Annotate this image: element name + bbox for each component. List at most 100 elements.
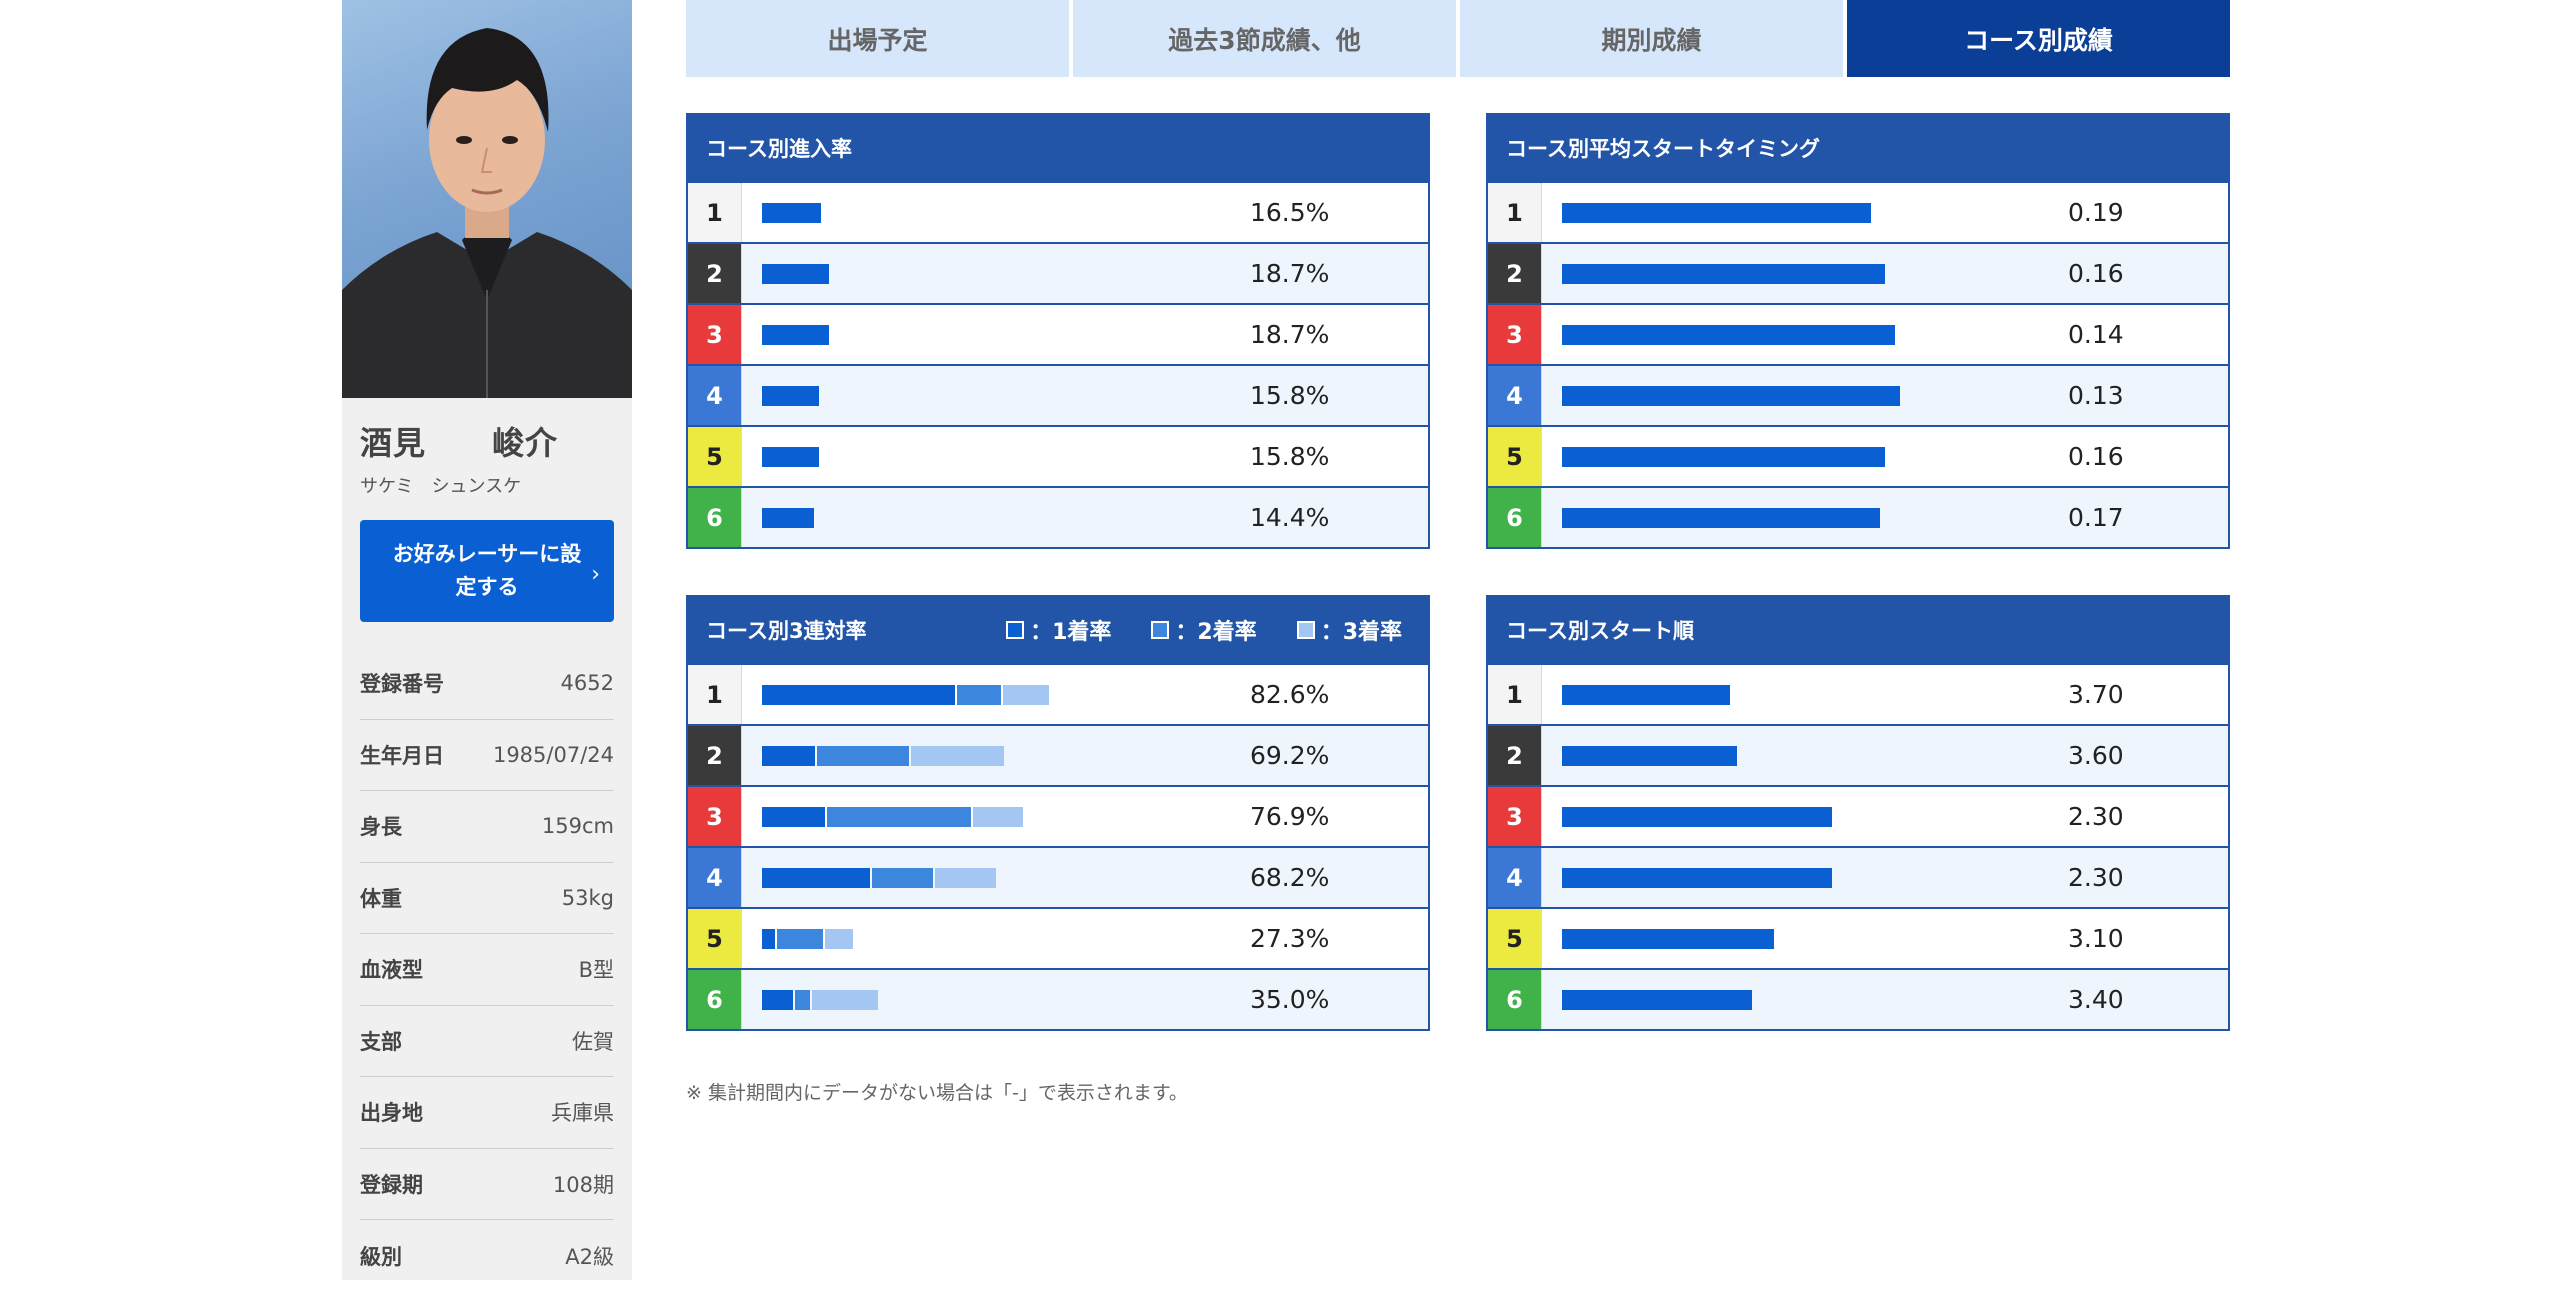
- bar-first: [762, 929, 775, 949]
- course-row: 1 0.19: [1488, 181, 2228, 242]
- bar-third: [825, 929, 853, 949]
- bar-second: [795, 990, 810, 1010]
- bar-second: [777, 929, 823, 949]
- bar-track: [1562, 685, 1730, 705]
- tab-course-results[interactable]: コース別成績: [1847, 0, 2230, 77]
- info-value: 兵庫県: [551, 1101, 614, 1126]
- bar-third: [935, 868, 996, 888]
- racer-photo: [342, 0, 632, 398]
- course-number: 6: [1488, 970, 1542, 1029]
- course-number: 3: [688, 305, 742, 364]
- panel-title: コース別進入率: [688, 115, 1428, 181]
- bar-track: [1562, 929, 1774, 949]
- bar-value: [762, 508, 814, 528]
- info-label: 身長: [360, 815, 402, 840]
- profile-info-list: 登録番号 4652 生年月日 1985/07/24 身長 159cm 体重 53kg 血…: [360, 648, 614, 1292]
- info-label: 支部: [360, 1029, 402, 1054]
- value-label: 0.19: [2068, 198, 2124, 227]
- legend-label: ：1着率: [1030, 620, 1112, 645]
- bar-second: [957, 685, 1001, 705]
- course-row: 4 15.8%: [688, 364, 1428, 425]
- info-value: 159cm: [541, 814, 614, 839]
- info-row: 登録期 108期: [360, 1149, 614, 1220]
- bar-first: [762, 990, 793, 1010]
- course-number: 6: [688, 970, 742, 1029]
- value-label: 15.8%: [1250, 442, 1330, 471]
- bar-value: [1562, 447, 1885, 467]
- racer-kana: サケミ シュンスケ: [360, 476, 522, 497]
- course-row: 2 3.60: [1488, 724, 2228, 785]
- bar-track: [762, 746, 1004, 766]
- bar-value: [1562, 746, 1737, 766]
- course-number: 1: [688, 183, 742, 242]
- bar-value: [762, 386, 819, 406]
- bar-track: [762, 447, 819, 467]
- bar-value: [1562, 203, 1871, 223]
- value-label: 76.9%: [1250, 802, 1330, 831]
- course-row: 5 27.3%: [688, 907, 1428, 968]
- bar-first: [762, 807, 825, 827]
- set-favorite-button[interactable]: お好みレーサーに設定する ›: [360, 520, 614, 622]
- course-row: 2 69.2%: [688, 724, 1428, 785]
- course-number: 4: [688, 366, 742, 425]
- value-label: 0.14: [2068, 320, 2124, 349]
- bar-value: [1562, 325, 1895, 345]
- value-label: 27.3%: [1250, 924, 1330, 953]
- tab-schedule[interactable]: 出場予定: [686, 0, 1069, 77]
- bar-track: [1562, 868, 1832, 888]
- value-label: 3.60: [2068, 741, 2124, 770]
- legend-third: ：3着率: [1296, 614, 1402, 646]
- value-label: 3.70: [2068, 680, 2124, 709]
- value-label: 15.8%: [1250, 381, 1330, 410]
- tab-recent-results[interactable]: 過去3節成績、他: [1073, 0, 1456, 77]
- course-row: 2 18.7%: [688, 242, 1428, 303]
- course-number: 4: [688, 848, 742, 907]
- value-label: 2.30: [2068, 863, 2124, 892]
- legend-label: ：2着率: [1175, 620, 1257, 645]
- course-number: 1: [1488, 665, 1542, 724]
- value-label: 14.4%: [1250, 503, 1330, 532]
- bar-track: [762, 325, 829, 345]
- course-number: 4: [1488, 366, 1542, 425]
- bar-value: [1562, 264, 1885, 284]
- bar-value: [1562, 386, 1900, 406]
- bar-second: [827, 807, 971, 827]
- bar-track: [762, 929, 853, 949]
- course-number: 6: [688, 488, 742, 547]
- info-value: 4652: [560, 671, 614, 696]
- course-row: 4 0.13: [1488, 364, 2228, 425]
- bar-third: [973, 807, 1023, 827]
- bar-track: [1562, 264, 1885, 284]
- bar-track: [1562, 325, 1895, 345]
- value-label: 0.16: [2068, 259, 2124, 288]
- bar-track: [1562, 447, 1885, 467]
- value-label: 35.0%: [1250, 985, 1330, 1014]
- course-number: 5: [688, 427, 742, 486]
- info-row: 支部 佐賀: [360, 1006, 614, 1077]
- footnote: ※ 集計期間内にデータがない場合は「-」で表示されます。: [686, 1082, 1188, 1104]
- value-label: 0.13: [2068, 381, 2124, 410]
- info-value: A2級: [565, 1244, 614, 1269]
- bar-track: [762, 807, 1023, 827]
- bar-first: [762, 868, 870, 888]
- value-label: 18.7%: [1250, 320, 1330, 349]
- bar-track: [1562, 203, 1871, 223]
- bar-third: [812, 990, 878, 1010]
- course-number: 1: [1488, 183, 1542, 242]
- legend-label: ：3着率: [1320, 620, 1402, 645]
- value-label: 82.6%: [1250, 680, 1330, 709]
- course-number: 1: [688, 665, 742, 724]
- bar-track: [762, 264, 829, 284]
- bar-track: [1562, 386, 1900, 406]
- value-label: 3.40: [2068, 985, 2124, 1014]
- bar-first: [762, 746, 815, 766]
- info-label: 登録番号: [360, 672, 444, 697]
- course-number: 2: [688, 244, 742, 303]
- bar-value: [762, 447, 819, 467]
- value-label: 0.17: [2068, 503, 2124, 532]
- course-row: 3 76.9%: [688, 785, 1428, 846]
- tab-period-results[interactable]: 期別成績: [1460, 0, 1843, 77]
- bar-value: [1562, 685, 1730, 705]
- start-order-panel: コース別スタート順 1 3.70 2 3.60 3 2.30 4 2.30 5 3.10 6 3.40: [1486, 595, 2230, 1031]
- bar-third: [911, 746, 1004, 766]
